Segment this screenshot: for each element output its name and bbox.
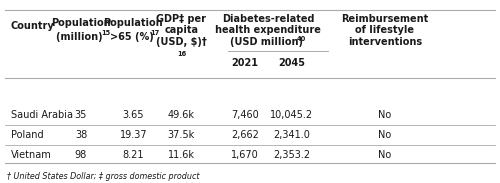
Text: Poland: Poland	[11, 130, 44, 140]
Text: (USD, $)†: (USD, $)†	[156, 37, 207, 47]
Text: 16: 16	[177, 51, 186, 57]
Text: GDP‡ per: GDP‡ per	[156, 14, 206, 24]
Text: Vietnam: Vietnam	[11, 150, 51, 160]
Text: 37.5k: 37.5k	[168, 130, 195, 140]
Text: capita: capita	[164, 25, 198, 36]
Text: 98: 98	[75, 150, 87, 160]
Text: of lifestyle: of lifestyle	[355, 25, 414, 36]
Text: Population: Population	[104, 18, 163, 28]
Text: 11.6k: 11.6k	[168, 150, 195, 160]
Text: 2,353.2: 2,353.2	[273, 150, 310, 160]
Text: (USD million): (USD million)	[230, 37, 306, 47]
Text: >65 (%): >65 (%)	[110, 32, 157, 42]
Text: No: No	[378, 130, 392, 140]
Text: health expenditure: health expenditure	[216, 25, 322, 36]
Text: 10,045.2: 10,045.2	[270, 110, 313, 120]
Text: 2045: 2045	[278, 58, 305, 68]
Text: 2,341.0: 2,341.0	[273, 130, 310, 140]
Text: 19.37: 19.37	[120, 130, 147, 140]
Text: No: No	[378, 110, 392, 120]
Text: 3.65: 3.65	[122, 110, 144, 120]
Text: interventions: interventions	[348, 37, 422, 47]
Text: Country: Country	[11, 21, 54, 31]
Text: No: No	[378, 150, 392, 160]
Text: 7,460: 7,460	[231, 110, 259, 120]
Text: 40: 40	[297, 36, 306, 42]
Text: Reimbursement: Reimbursement	[341, 14, 428, 24]
Text: 1,670: 1,670	[231, 150, 259, 160]
Text: 38: 38	[75, 130, 87, 140]
Text: Diabetes-related: Diabetes-related	[222, 14, 314, 24]
Text: Saudi Arabia: Saudi Arabia	[11, 110, 73, 120]
Text: (million): (million)	[56, 32, 106, 42]
Text: 8.21: 8.21	[122, 150, 144, 160]
Text: 49.6k: 49.6k	[168, 110, 195, 120]
Text: 2,662: 2,662	[231, 130, 259, 140]
Text: † United States Dollar; ‡ gross domestic product: † United States Dollar; ‡ gross domestic…	[8, 172, 200, 181]
Text: 15: 15	[102, 30, 110, 36]
Text: Population: Population	[51, 18, 111, 28]
Text: 2021: 2021	[232, 58, 258, 68]
Text: 35: 35	[75, 110, 87, 120]
Text: 17: 17	[150, 30, 160, 36]
